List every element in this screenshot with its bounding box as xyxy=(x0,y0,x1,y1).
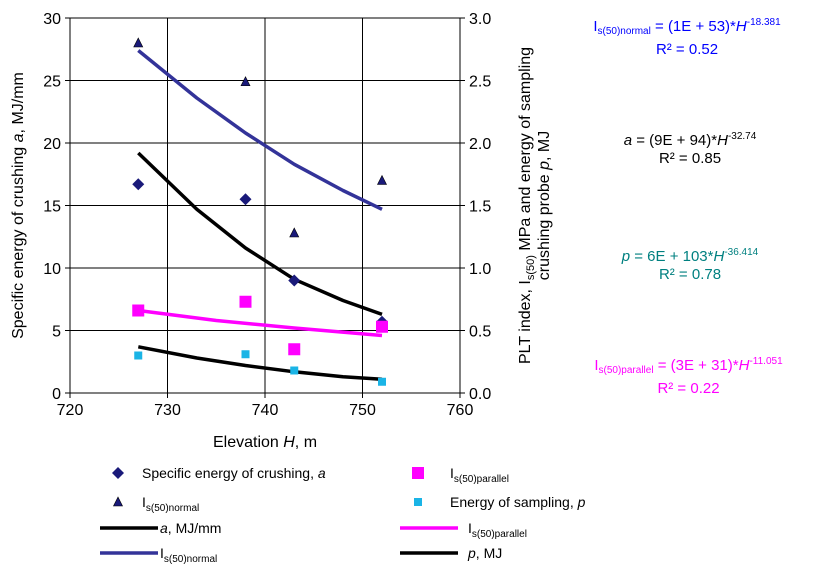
legend: Specific energy of crushing, a Is(50)para… xyxy=(100,465,586,565)
point-a xyxy=(132,178,145,191)
point-a xyxy=(239,193,252,206)
tick-label-y-left: 5 xyxy=(52,324,61,341)
legend-item-6: Is(50)normal xyxy=(100,545,217,565)
tick-label-y-right: 3.0 xyxy=(469,11,491,28)
legend-label: Energy of sampling, p xyxy=(450,494,586,510)
point-normal xyxy=(289,227,300,238)
point-a xyxy=(288,274,301,287)
legend-label: Is(50)parallel xyxy=(468,520,527,540)
tick-label-y-left: 10 xyxy=(43,261,61,278)
tick-label-y-left: 15 xyxy=(43,199,61,216)
legend-label: a, MJ/mm xyxy=(160,520,221,536)
equation-p-r2: R² = 0.78 xyxy=(658,266,722,283)
legend-item-1: Is(50)parallel xyxy=(412,465,509,485)
trendline-p_fit xyxy=(137,345,383,382)
point-p xyxy=(241,350,250,359)
legend-label-var: p xyxy=(577,494,586,510)
point-normal xyxy=(377,174,387,185)
point-normal xyxy=(133,37,144,48)
equation-normal: Is(50)normal = (1E + 53)*H-18.381 R² = 0… xyxy=(562,14,812,59)
tick-label-y-left: 25 xyxy=(43,74,61,91)
legend-smallsquare-icon xyxy=(414,498,422,506)
legend-label: p, MJ xyxy=(467,545,502,561)
tick-label-x: 730 xyxy=(154,402,181,419)
equation-a: a = (9E + 94)*H-32.74 R² = 0.85 xyxy=(580,128,800,168)
legend-diamond-icon xyxy=(112,467,124,479)
legend-label-text: Specific energy of crushing, xyxy=(142,465,318,481)
y-axis-right-title-line2: crushing probe p, MJ xyxy=(536,131,553,280)
legend-label-var: p xyxy=(467,545,476,561)
tick-label-x: 750 xyxy=(349,402,376,419)
y-axis-right-title-line1: PLT index, Is(50) MPa and energy of samp… xyxy=(517,47,537,364)
equation-a-formula: a = (9E + 94)*H-32.74 xyxy=(623,131,757,149)
y-axis-left-title: Specific energy of crushing a, MJ/mm xyxy=(10,72,27,339)
legend-label-text: Energy of sampling, xyxy=(450,494,578,510)
trendline-normal_fit xyxy=(137,49,383,211)
tick-label-y-right: 1.0 xyxy=(469,261,491,278)
legend-label-text: I xyxy=(450,465,454,481)
tick-label-y-left: 30 xyxy=(43,11,61,28)
point-parallel xyxy=(132,304,145,317)
legend-item-2: Is(50)normal xyxy=(113,494,199,514)
tick-label-y-right: 2.0 xyxy=(469,136,491,153)
point-p xyxy=(290,366,299,375)
equation-a-r2: R² = 0.85 xyxy=(658,150,722,167)
tick-label-x: 740 xyxy=(252,402,279,419)
legend-label-sub: s(50)parallel xyxy=(472,529,527,540)
tick-label-y-right: 1.5 xyxy=(469,199,491,216)
legend-item-7: p, MJ xyxy=(400,545,502,561)
equation-parallel-formula: Is(50)parallel = (3E + 31)*H-11.051 xyxy=(594,356,783,376)
legend-label: Specific energy of crushing, a xyxy=(142,465,326,481)
legend-label-var: a xyxy=(160,520,168,536)
legend-label-sub: s(50)normal xyxy=(164,554,217,565)
x-axis-title: Elevation H, m xyxy=(213,434,317,451)
equation-normal-formula: Is(50)normal = (1E + 53)*H-18.381 xyxy=(593,17,781,37)
tick-label-y-left: 20 xyxy=(43,136,61,153)
equation-parallel-r2: R² = 0.22 xyxy=(657,380,720,397)
point-parallel xyxy=(239,295,252,308)
legend-label-text: , MJ/mm xyxy=(168,520,222,536)
point-p xyxy=(134,351,143,360)
tick-label-y-left: 0 xyxy=(52,386,61,403)
tick-label-y-right: 0.0 xyxy=(469,386,491,403)
equation-p-formula: p = 6E + 103*H-36.414 xyxy=(621,247,759,265)
legend-item-0: Specific energy of crushing, a xyxy=(112,465,326,481)
trendline-parallel_fit xyxy=(138,308,383,338)
legend-label-text: I xyxy=(142,494,146,510)
legend-label-sub: s(50)normal xyxy=(146,503,199,514)
point-normal xyxy=(240,76,251,87)
data-points xyxy=(132,37,388,386)
legend-label: Is(50)normal xyxy=(142,494,199,514)
point-parallel xyxy=(376,320,388,333)
legend-item-4: a, MJ/mm xyxy=(100,520,221,536)
legend-label: Is(50)parallel xyxy=(450,465,509,485)
legend-label-sub: s(50)parallel xyxy=(454,474,509,485)
point-p xyxy=(378,377,386,386)
legend-triangle-icon xyxy=(113,496,123,507)
legend-square-icon xyxy=(412,467,424,479)
axis-ticks: 720 730 740 750 760 0 0.0 5 0.5 10 1.0 15 1.5 20 2.0 25… xyxy=(43,11,491,419)
legend-item-3: Energy of sampling, p xyxy=(414,494,586,510)
legend-label-text: I xyxy=(468,520,472,536)
legend-label-text: , MJ xyxy=(476,545,502,561)
trend-lines xyxy=(137,49,383,382)
equation-normal-r2: R² = 0.52 xyxy=(655,41,719,58)
tick-label-y-right: 0.5 xyxy=(469,324,491,341)
grid-lines xyxy=(70,18,460,393)
legend-label-var: a xyxy=(318,465,326,481)
point-parallel xyxy=(288,343,301,356)
tick-label-y-right: 2.5 xyxy=(469,74,491,91)
legend-label-text: I xyxy=(160,545,164,561)
legend-item-5: Is(50)parallel xyxy=(400,520,527,540)
tick-label-x: 720 xyxy=(57,402,84,419)
trendline-a_fit xyxy=(137,151,383,316)
tick-label-x: 760 xyxy=(447,402,474,419)
equation-parallel: Is(50)parallel = (3E + 31)*H-11.051 R² =… xyxy=(566,353,811,398)
equation-p: p = 6E + 103*H-36.414 R² = 0.78 xyxy=(575,244,805,284)
legend-label: Is(50)normal xyxy=(160,545,217,565)
